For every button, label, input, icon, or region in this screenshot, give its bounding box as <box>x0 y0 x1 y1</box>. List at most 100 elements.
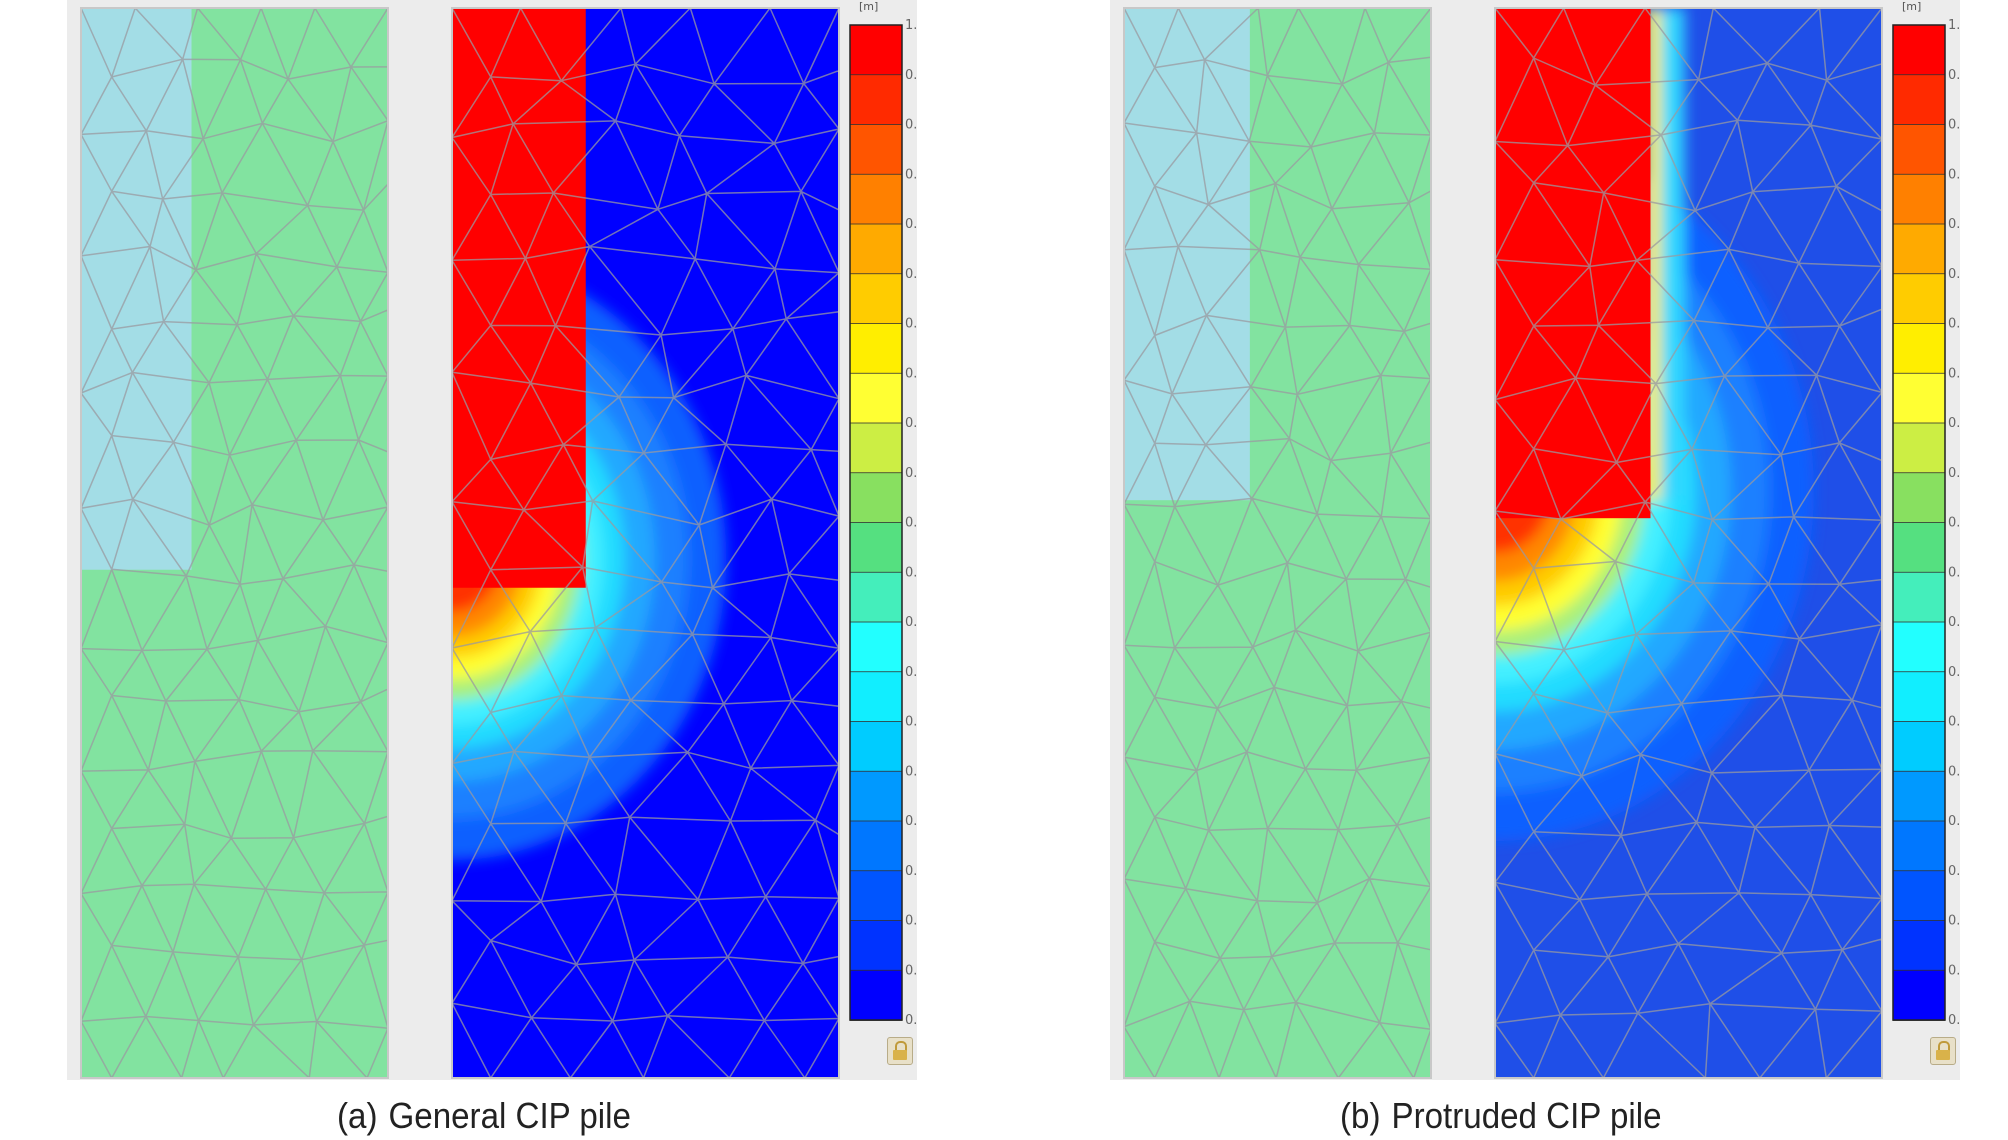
material-model-view <box>80 7 389 1079</box>
legend-tick-label: 0.75 <box>1948 267 1960 282</box>
caption-label: (a) <box>337 1095 378 1136</box>
legend-swatch <box>1892 422 1946 474</box>
legend-tick-label: 0.90 <box>1948 118 1960 133</box>
legend-tick-label: 0.95 <box>1948 68 1960 83</box>
material-model-view <box>1123 7 1432 1079</box>
legend-tick-label: 0.25 <box>1948 764 1960 779</box>
legend-tick-label: 0.80 <box>1948 217 1960 232</box>
legend-swatch <box>849 671 903 723</box>
legend-swatch <box>849 621 903 673</box>
legend-unit: [m] <box>1902 0 1921 13</box>
legend-swatch <box>849 870 903 922</box>
legend-tick-label: 0.40 <box>905 615 917 630</box>
contour-result-view <box>451 7 840 1079</box>
legend-tick-label: 0.35 <box>905 665 917 680</box>
pile-region <box>81 8 192 570</box>
legend-tick-label: 0.65 <box>905 366 917 381</box>
legend-tick-label: 0.00 <box>1948 1013 1960 1028</box>
legend-swatch <box>1892 770 1946 822</box>
legend-tick-label: 1.00 <box>905 18 917 33</box>
legend-swatch <box>1892 571 1946 623</box>
fem-result-view-general: [m] 1.00 0.95 0.90 0.85 0.80 0.75 0.70 0.65 0.60 0… <box>80 0 917 1079</box>
legend-tick-label: 1.00 <box>1948 18 1960 33</box>
legend-colorbar: [m] 1.00 0.95 0.90 0.85 0.80 0.75 0.70 0.65 0.60 0… <box>1892 0 1960 1028</box>
lock-icon[interactable] <box>887 1037 913 1065</box>
caption-text: General CIP pile <box>388 1095 631 1136</box>
legend-swatch <box>849 273 903 325</box>
legend-swatch <box>849 721 903 773</box>
legend-swatch <box>849 969 903 1021</box>
legend-tick-label: 0.25 <box>905 764 917 779</box>
legend-tick-label: 0.05 <box>905 963 917 978</box>
legend-swatch <box>1892 323 1946 375</box>
legend-tick-label: 0.85 <box>905 167 917 182</box>
legend-tick-label: 0.75 <box>905 267 917 282</box>
legend-swatch <box>1892 273 1946 325</box>
legend-swatch <box>1892 74 1946 126</box>
legend-swatch <box>1892 721 1946 773</box>
legend-tick-label: 0.30 <box>1948 715 1960 730</box>
legend-tick-label: 0.05 <box>1948 963 1960 978</box>
legend-swatch <box>1892 969 1946 1021</box>
legend-swatch <box>1892 372 1946 424</box>
legend-swatch <box>1892 671 1946 723</box>
legend-swatch <box>1892 522 1946 574</box>
legend-tick-label: 0.00 <box>905 1013 917 1028</box>
figure-panel-protruded: [m] 1.00 0.95 0.90 0.85 0.80 0.75 0.70 0.65 0.60 0… <box>1110 0 1960 1080</box>
legend-swatch <box>849 422 903 474</box>
caption-label: (b) <box>1340 1095 1381 1136</box>
legend-swatch <box>849 74 903 126</box>
legend-swatch <box>1892 223 1946 275</box>
legend-tick-label: 0.30 <box>905 715 917 730</box>
lock-icon[interactable] <box>1930 1037 1956 1065</box>
legend-swatch <box>849 124 903 176</box>
legend-tick-label: 0.45 <box>905 565 917 580</box>
legend-tick-label: 0.80 <box>905 217 917 232</box>
legend-tick-label: 0.45 <box>1948 565 1960 580</box>
legend-tick-label: 0.50 <box>1948 516 1960 531</box>
legend-tick-label: 0.90 <box>905 118 917 133</box>
pile-region <box>1124 8 1250 501</box>
legend-swatch <box>849 372 903 424</box>
legend-swatch <box>1892 870 1946 922</box>
legend-unit: [m] <box>859 0 878 13</box>
legend-tick-label: 0.85 <box>1948 167 1960 182</box>
legend-tick-label: 0.60 <box>1948 416 1960 431</box>
fem-result-view-protruded: [m] 1.00 0.95 0.90 0.85 0.80 0.75 0.70 0.65 0.60 0… <box>1123 0 1960 1079</box>
legend-swatch <box>1892 24 1946 76</box>
legend-swatch <box>849 920 903 972</box>
legend-tick-label: 0.10 <box>1948 914 1960 929</box>
legend-tick-label: 0.15 <box>905 864 917 879</box>
legend-tick-label: 0.20 <box>905 814 917 829</box>
legend-tick-label: 0.40 <box>1948 615 1960 630</box>
legend-swatch <box>849 770 903 822</box>
legend-swatch <box>849 223 903 275</box>
legend-tick-label: 0.55 <box>1948 466 1960 481</box>
legend-tick-label: 0.60 <box>905 416 917 431</box>
caption-protruded: (b) Protruded CIP pile <box>1340 1095 1673 1139</box>
legend-tick-label: 0.20 <box>1948 814 1960 829</box>
legend-tick-label: 0.55 <box>905 466 917 481</box>
legend-tick-label: 0.15 <box>1948 864 1960 879</box>
legend-swatch <box>849 522 903 574</box>
figure-panel-general: [m] 1.00 0.95 0.90 0.85 0.80 0.75 0.70 0.65 0.60 0… <box>67 0 917 1080</box>
legend-swatch <box>1892 472 1946 524</box>
contour-result-view <box>1494 7 1883 1079</box>
legend-tick-label: 0.10 <box>905 914 917 929</box>
legend-swatch <box>1892 173 1946 225</box>
legend-tick-label: 0.95 <box>905 68 917 83</box>
legend-colorbar: [m] 1.00 0.95 0.90 0.85 0.80 0.75 0.70 0.65 0.60 0… <box>849 0 917 1028</box>
legend-tick-label: 0.70 <box>905 317 917 332</box>
legend-swatch <box>1892 621 1946 673</box>
legend-tick-label: 0.35 <box>1948 665 1960 680</box>
legend-swatch <box>849 571 903 623</box>
legend-swatch <box>1892 820 1946 872</box>
caption-text: Protruded CIP pile <box>1391 1095 1662 1136</box>
legend-swatch <box>849 173 903 225</box>
legend-tick-label: 0.70 <box>1948 317 1960 332</box>
legend-tick-label: 0.65 <box>1948 366 1960 381</box>
caption-general: (a) General CIP pile <box>337 1095 642 1139</box>
legend-swatch <box>1892 124 1946 176</box>
legend-swatch <box>849 323 903 375</box>
legend-swatch <box>849 472 903 524</box>
